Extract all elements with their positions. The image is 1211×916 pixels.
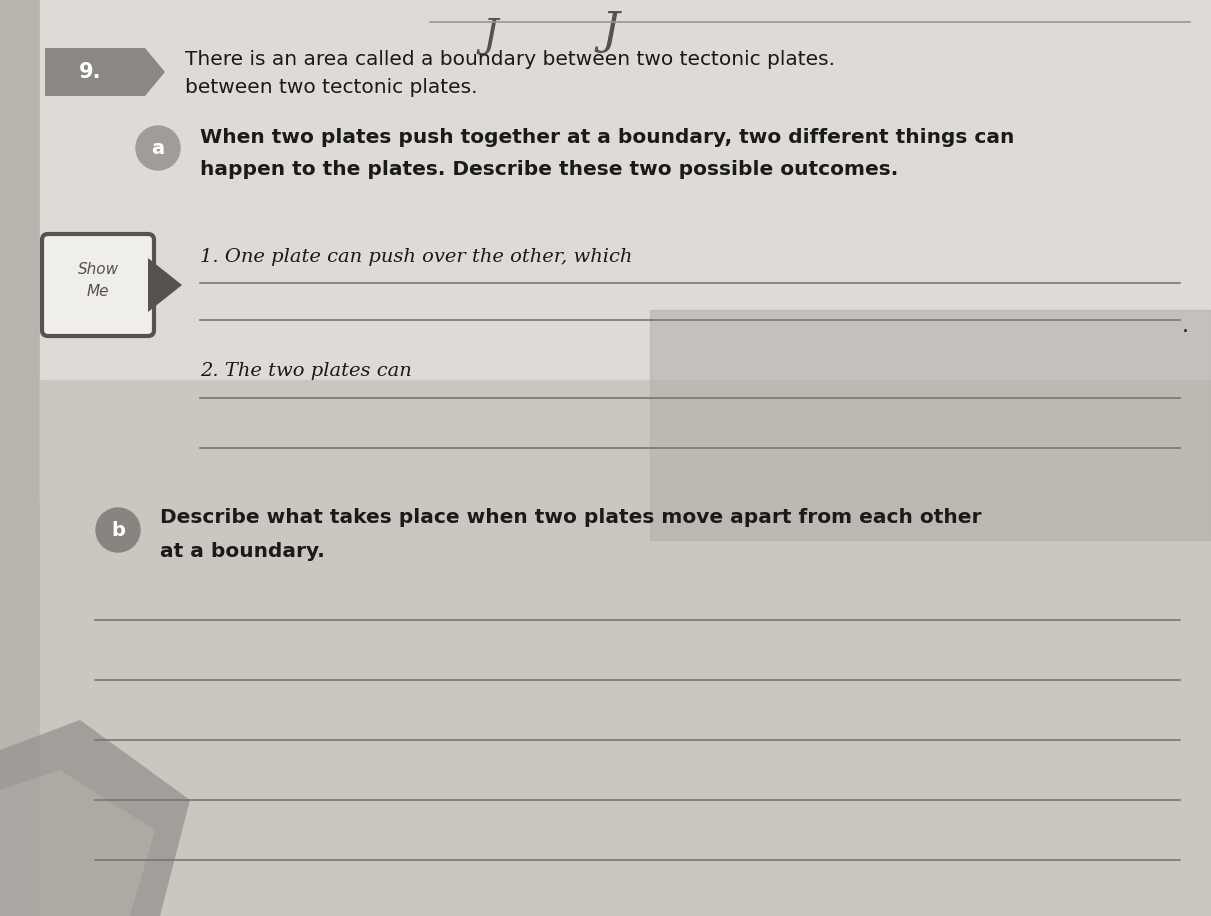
Polygon shape: [0, 770, 155, 916]
Text: 1. One plate can push over the other, which: 1. One plate can push over the other, wh…: [200, 248, 638, 266]
Text: between two tectonic plates.: between two tectonic plates.: [185, 78, 477, 97]
Bar: [40, 0, 1211, 500]
Polygon shape: [0, 720, 190, 916]
Text: Show: Show: [78, 263, 119, 278]
Text: 2. The two plates can: 2. The two plates can: [200, 362, 418, 380]
Text: happen to the plates. Describe these two possible outcomes.: happen to the plates. Describe these two…: [200, 160, 899, 179]
Bar: [650, 310, 1211, 540]
Bar: [40, 380, 1211, 916]
Text: .: .: [1182, 316, 1189, 336]
Text: a: a: [151, 138, 165, 158]
Circle shape: [136, 126, 180, 170]
Text: b: b: [111, 520, 125, 540]
Text: Describe what takes place when two plates move apart from each other: Describe what takes place when two plate…: [160, 508, 981, 527]
Text: J: J: [601, 10, 619, 53]
Circle shape: [96, 508, 140, 552]
Polygon shape: [148, 258, 182, 312]
Text: Me: Me: [87, 285, 109, 300]
Text: J: J: [482, 18, 498, 55]
FancyBboxPatch shape: [42, 234, 154, 336]
Text: There is an area called a boundary between two tectonic plates.: There is an area called a boundary betwe…: [185, 50, 836, 69]
Text: 9.: 9.: [79, 62, 102, 82]
Text: When two plates push together at a boundary, two different things can: When two plates push together at a bound…: [200, 128, 1015, 147]
Text: at a boundary.: at a boundary.: [160, 542, 325, 561]
Polygon shape: [45, 48, 165, 96]
